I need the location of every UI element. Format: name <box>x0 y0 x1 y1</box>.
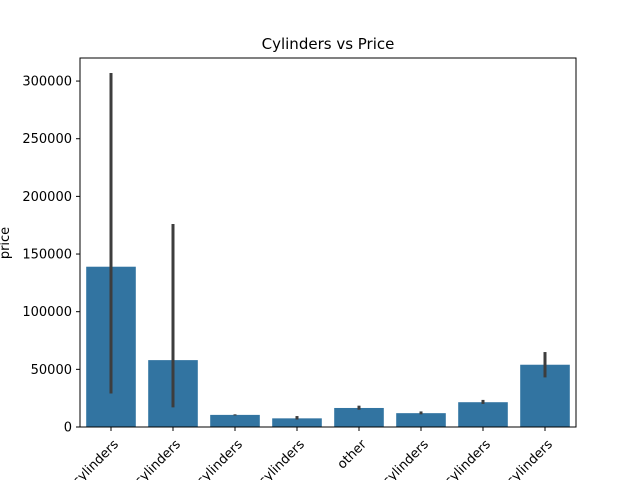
x-tick-label-1: cylinders <box>132 437 184 480</box>
bar-6 <box>458 402 508 427</box>
x-axis: cylinders cylinders cylinders cylinders othe… <box>70 427 556 480</box>
x-tick-label-5: cylinders <box>380 437 432 480</box>
y-tick-label-2: 100000 <box>22 305 72 320</box>
y-tick-label-0: 0 <box>64 421 72 436</box>
y-axis-label: price <box>0 227 13 259</box>
y-tick-label-3: 150000 <box>22 248 72 263</box>
x-tick-label-0: cylinders <box>70 437 122 480</box>
x-tick-label-4: other <box>335 437 371 473</box>
error-bars-group <box>109 72 547 420</box>
bar-5 <box>396 413 446 427</box>
y-tick-label-6: 300000 <box>22 75 72 90</box>
y-axis: 0 50000 100000 150000 200000 250000 300000 <box>22 75 80 436</box>
bars-group <box>86 266 570 427</box>
x-tick-label-6: cylinders <box>442 437 494 480</box>
x-tick-label-2: cylinders <box>194 437 246 480</box>
bar-2 <box>210 414 260 427</box>
y-tick-label-1: 50000 <box>31 363 72 378</box>
y-tick-label-4: 200000 <box>22 190 72 205</box>
bar-4 <box>334 407 384 427</box>
x-tick-label-3: cylinders <box>256 437 308 480</box>
y-tick-label-5: 250000 <box>22 132 72 147</box>
plot-frame <box>79 57 577 428</box>
chart-title: Cylinders vs Price <box>262 35 395 53</box>
bar-3 <box>272 418 322 427</box>
x-tick-label-7: cylinders <box>504 437 556 480</box>
